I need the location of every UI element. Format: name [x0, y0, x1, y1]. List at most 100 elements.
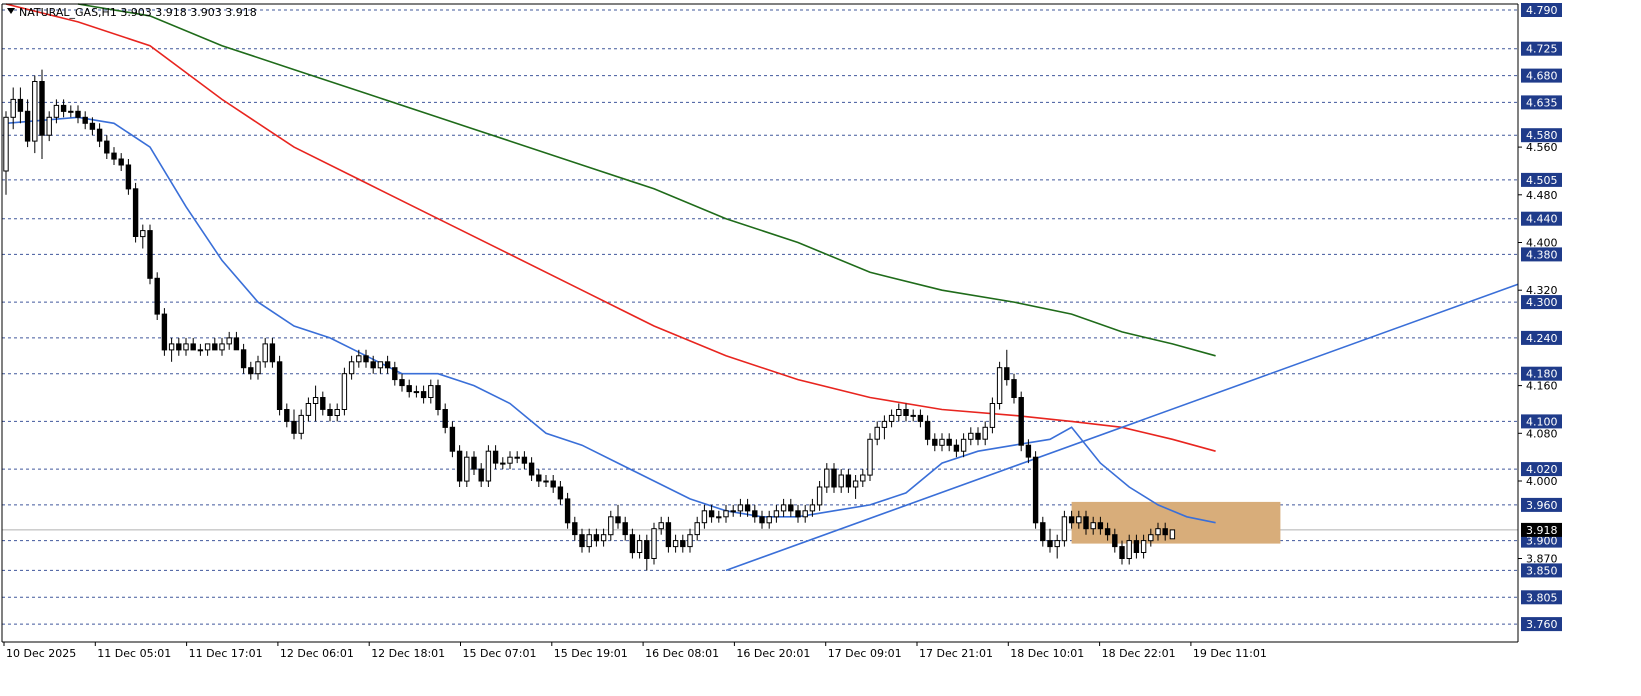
candle-body: [1133, 540, 1140, 553]
time-axis: 10 Dec 2025 11 Dec 05:01 11 Dec 17:01 12 De…: [2, 641, 1518, 660]
candle-body: [1162, 528, 1168, 536]
candle-137: [989, 397, 996, 434]
candle-body: [917, 414, 924, 422]
candle-89: [644, 534, 650, 571]
candle-body: [46, 116, 52, 136]
candle-body: [60, 104, 67, 112]
candle-144: [1040, 516, 1046, 547]
candle-body: [845, 474, 852, 488]
candle-body: [982, 426, 988, 440]
candle-80: [579, 528, 585, 553]
candle-body: [53, 104, 60, 118]
chart-title: NATURAL_GAS,H1 3.903 3.918 3.903 3.918: [7, 6, 257, 19]
candle-122: [881, 415, 888, 440]
candle-160: [1155, 522, 1161, 541]
candle-41: [298, 409, 304, 440]
price-label-4: 4.580: [1526, 129, 1558, 142]
candle-43: [312, 385, 319, 422]
time-label-4: 12 Dec 18:01: [371, 647, 445, 660]
candle-body: [946, 438, 952, 446]
minor-tick-label-6: 4.000: [1526, 475, 1558, 488]
candle-body: [39, 81, 45, 136]
candle-19: [140, 224, 146, 249]
candle-96: [694, 516, 700, 541]
candle-body: [435, 385, 441, 411]
candle-body: [276, 361, 283, 410]
candle-body: [1068, 516, 1075, 524]
candle-body: [233, 337, 240, 351]
candle-47: [341, 367, 348, 416]
candle-body: [752, 510, 758, 518]
candle-126: [910, 409, 916, 422]
candle-134: [968, 427, 974, 446]
moving-averages: [5, 3, 1216, 524]
price-label-10: 4.180: [1526, 368, 1558, 381]
candle-body: [1032, 456, 1039, 524]
candle-body: [766, 516, 772, 524]
candle-57: [413, 385, 420, 398]
candle-104: [752, 504, 758, 523]
candle-21: [154, 272, 160, 320]
candle-157: [1133, 534, 1140, 559]
candle-52: [377, 361, 384, 374]
candle-20: [147, 224, 153, 285]
candle-body: [838, 474, 844, 488]
candle-body: [773, 510, 780, 518]
candle-body: [809, 504, 816, 512]
candle-body: [183, 343, 189, 351]
minor-tick-label-3: 4.320: [1526, 284, 1558, 297]
candle-body: [687, 534, 693, 548]
candle-121: [874, 421, 880, 446]
candle-74: [536, 469, 542, 487]
candle-body: [665, 522, 672, 548]
candle-body: [924, 420, 931, 440]
candle-body: [161, 313, 168, 351]
candle-body: [586, 534, 592, 548]
time-label-3: 12 Dec 06:01: [280, 647, 354, 660]
candle-129: [932, 433, 938, 452]
candle-body: [824, 468, 830, 488]
candle-109: [788, 498, 794, 517]
candle-27: [197, 343, 204, 356]
price-label-bg-13: [1521, 497, 1562, 512]
dropdown-triangle-icon[interactable]: [7, 8, 15, 14]
price-label-9: 4.240: [1526, 332, 1558, 345]
candle-body: [730, 510, 736, 513]
time-label-11: 18 Dec 10:01: [1010, 647, 1084, 660]
candle-body: [867, 438, 873, 476]
candle-body: [348, 361, 355, 375]
candle-114: [824, 463, 830, 493]
minor-tick-label-2: 4.400: [1526, 237, 1558, 250]
candle-body: [420, 391, 427, 399]
candle-body: [89, 122, 96, 130]
candle-body: [1011, 379, 1017, 399]
candle-body: [564, 498, 571, 524]
candle-body: [1104, 528, 1111, 536]
price-label-bg-10: [1521, 366, 1562, 381]
minor-tick-label-0: 4.560: [1526, 141, 1558, 154]
price-label-bg-16: [1521, 590, 1562, 605]
candle-body: [672, 540, 679, 548]
candle-body: [874, 426, 880, 440]
candle-body: [147, 230, 153, 279]
candle-body: [1112, 534, 1118, 548]
candle-body: [284, 409, 290, 422]
candle-123: [888, 409, 895, 428]
price-label-6: 4.440: [1526, 213, 1558, 226]
candle-23: [168, 337, 175, 362]
candle-88: [636, 534, 643, 559]
candle-92: [665, 516, 672, 553]
candle-body: [528, 462, 535, 476]
candle-body: [514, 456, 520, 459]
candle-81: [586, 528, 592, 553]
candle-5: [39, 69, 45, 159]
candle-body: [305, 403, 312, 416]
candle-34: [248, 361, 254, 380]
candle-138: [996, 361, 1003, 410]
candle-body: [788, 504, 794, 512]
candle-body: [413, 391, 420, 394]
candle-body: [780, 504, 787, 512]
candle-body: [651, 528, 657, 560]
candle-body: [1040, 522, 1046, 542]
